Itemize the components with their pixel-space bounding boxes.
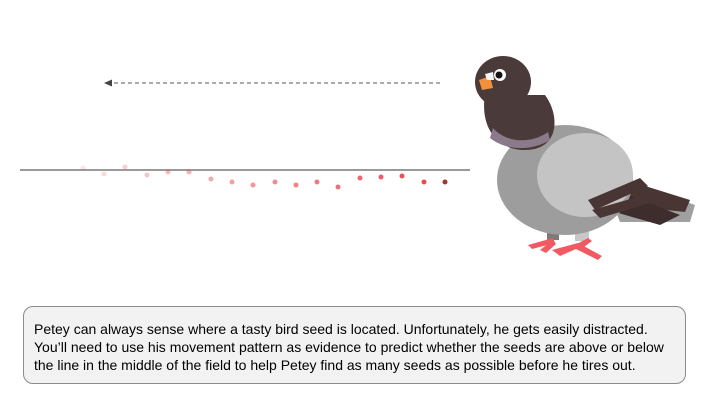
pigeon-icon — [475, 56, 695, 260]
trail-dot — [101, 171, 107, 177]
instructions-line-3: the line in the middle of the field to h… — [34, 357, 636, 373]
trail-dot — [122, 164, 128, 170]
trail-dot — [80, 165, 86, 171]
field-scene — [20, 56, 695, 260]
direction-arrow — [104, 79, 440, 87]
trail-dot — [272, 179, 278, 185]
trail-dot — [399, 173, 405, 179]
trail-dot — [421, 179, 427, 185]
trail-dot-latest — [442, 179, 448, 185]
trail-dot — [357, 175, 363, 181]
trail-dot — [229, 179, 235, 185]
instructions-line-2: You’ll need to use his movement pattern … — [34, 339, 664, 355]
trail-dot — [335, 184, 341, 190]
trail-dot — [208, 176, 214, 182]
instructions-line-1: Petey can always sense where a tasty bir… — [34, 321, 648, 337]
trail-dot — [144, 172, 150, 178]
trail-dot — [293, 182, 299, 188]
movement-trail — [80, 164, 448, 190]
trail-dot — [378, 174, 384, 180]
trail-dot — [314, 179, 320, 185]
trail-dot — [186, 169, 192, 175]
instructions-panel: Petey can always sense where a tasty bir… — [23, 306, 686, 384]
trail-dot — [165, 169, 171, 175]
trail-dot — [250, 182, 256, 188]
